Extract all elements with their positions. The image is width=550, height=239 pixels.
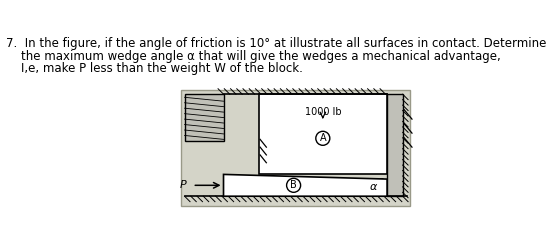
Text: the maximum wedge angle α that will give the wedges a mechanical advantage,: the maximum wedge angle α that will give… [6,50,501,63]
Text: α: α [370,182,377,192]
Text: A: A [320,133,326,143]
Circle shape [287,178,301,192]
Text: I,e, make P less than the weight W of the block.: I,e, make P less than the weight W of th… [6,62,303,75]
Text: P: P [179,180,186,190]
Circle shape [316,131,330,145]
Text: 7.  In the figure, if the angle of friction is 10° at illustrate all surfaces in: 7. In the figure, if the angle of fricti… [6,37,547,50]
Bar [387,94,403,196]
Text: 1000 lb: 1000 lb [305,107,341,117]
Polygon shape [223,174,387,196]
Bar [181,90,410,206]
Bar [258,94,387,174]
Text: B: B [290,180,297,190]
Bar [185,94,223,141]
